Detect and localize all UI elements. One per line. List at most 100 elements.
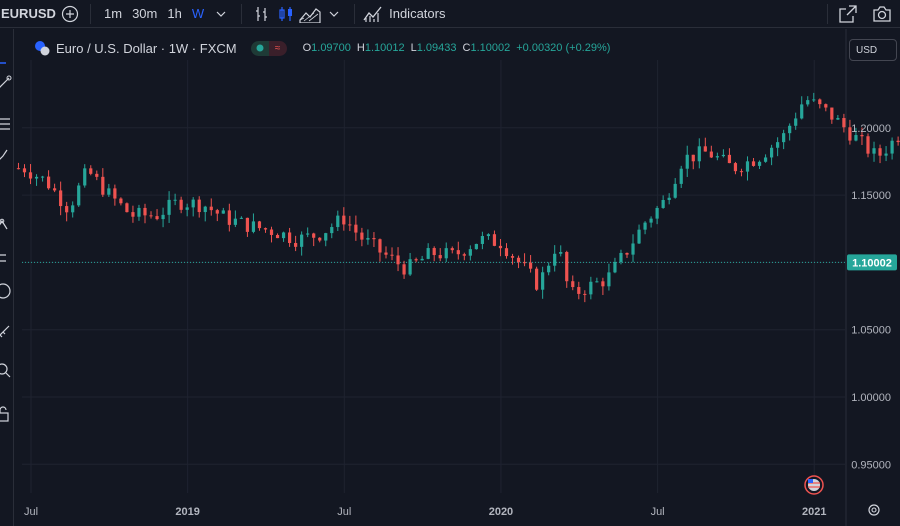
symbol-title[interactable]: Euro / U.S. Dollar · 1W · FXCM bbox=[56, 40, 237, 56]
compare-add-icon[interactable] bbox=[58, 2, 82, 26]
candle bbox=[697, 138, 701, 169]
candle bbox=[854, 127, 858, 142]
candles-style-icon[interactable] bbox=[274, 2, 298, 26]
candle bbox=[71, 201, 75, 218]
candle bbox=[782, 129, 786, 150]
cursor-tool-icon[interactable] bbox=[0, 51, 12, 69]
price-tick-label: 1.15000 bbox=[851, 190, 891, 202]
price-tick-label: 0.95000 bbox=[851, 459, 891, 471]
candle bbox=[480, 231, 484, 250]
candle bbox=[251, 213, 256, 234]
candle bbox=[113, 184, 117, 206]
open-value: 1.09700 bbox=[311, 42, 351, 54]
publish-icon[interactable] bbox=[836, 2, 860, 26]
candle bbox=[498, 239, 503, 257]
trend-line-tool-icon[interactable] bbox=[0, 75, 12, 93]
candle bbox=[227, 203, 231, 232]
candle bbox=[788, 123, 792, 141]
candle bbox=[101, 168, 105, 197]
market-open-icon[interactable] bbox=[250, 40, 269, 56]
candle bbox=[34, 174, 39, 186]
candle bbox=[330, 223, 334, 239]
price-tick-label: 1.05000 bbox=[851, 325, 891, 337]
candle bbox=[348, 215, 352, 232]
candle bbox=[673, 178, 677, 199]
candle bbox=[125, 202, 129, 213]
candle bbox=[727, 148, 732, 164]
candle bbox=[637, 224, 641, 244]
emoji-tool-icon[interactable] bbox=[0, 282, 12, 300]
candle bbox=[589, 276, 593, 300]
candle bbox=[528, 255, 533, 273]
candle bbox=[571, 275, 575, 291]
candle bbox=[607, 263, 611, 291]
delayed-data-icon[interactable]: ≈ bbox=[268, 40, 287, 56]
candle bbox=[595, 277, 599, 283]
candle bbox=[649, 216, 653, 228]
candle bbox=[896, 136, 900, 146]
candle bbox=[776, 137, 780, 157]
candle bbox=[559, 245, 563, 257]
chart-style-dropdown-chevron-icon[interactable] bbox=[322, 2, 346, 26]
chart-settings-icon[interactable] bbox=[868, 504, 880, 516]
candle bbox=[275, 233, 280, 239]
candle bbox=[486, 233, 491, 240]
symbol-search[interactable]: EURUSD bbox=[1, 6, 56, 21]
candle bbox=[203, 205, 207, 222]
interval-1m[interactable]: 1m bbox=[104, 6, 123, 21]
candle bbox=[806, 96, 810, 107]
lock-tool-icon[interactable] bbox=[0, 405, 12, 423]
candle bbox=[510, 253, 515, 265]
ruler-tool-icon[interactable] bbox=[0, 323, 12, 341]
candles bbox=[16, 92, 900, 303]
candle bbox=[462, 252, 466, 261]
toolbar-divider bbox=[354, 3, 356, 24]
flag-us-icon[interactable] bbox=[804, 475, 824, 495]
candle bbox=[324, 232, 328, 247]
currency-selector[interactable]: USD bbox=[849, 39, 897, 61]
interval-w[interactable]: W bbox=[191, 6, 205, 21]
pattern-tool-icon[interactable] bbox=[0, 215, 12, 233]
candle bbox=[522, 253, 527, 267]
candle bbox=[300, 231, 304, 256]
area-style-icon[interactable] bbox=[298, 2, 322, 26]
candle bbox=[643, 221, 647, 235]
last-price-label-group: 1.10002 bbox=[847, 254, 897, 271]
candle bbox=[95, 170, 99, 181]
candle bbox=[824, 103, 828, 112]
interval-30m[interactable]: 30m bbox=[132, 6, 158, 21]
indicators-button[interactable]: Indicators bbox=[363, 5, 445, 23]
candle bbox=[492, 230, 497, 247]
candle bbox=[703, 137, 707, 152]
high-label: H bbox=[356, 42, 365, 54]
candle bbox=[390, 247, 394, 261]
brush-tool-icon[interactable] bbox=[0, 147, 12, 165]
fib-tool-icon[interactable] bbox=[0, 115, 12, 133]
bar-style-icon[interactable] bbox=[250, 2, 274, 26]
close-label: C bbox=[462, 42, 471, 54]
candle bbox=[456, 241, 460, 260]
last-price-tag bbox=[847, 254, 897, 271]
candle bbox=[83, 164, 87, 188]
zoom-tool-icon[interactable] bbox=[0, 361, 12, 379]
candle bbox=[884, 146, 888, 162]
candle bbox=[866, 133, 870, 158]
measure-tool-icon[interactable] bbox=[0, 249, 12, 267]
interval-1h[interactable]: 1h bbox=[167, 6, 182, 21]
price-chart[interactable]: 0.950001.000001.050001.100001.150001.200… bbox=[15, 29, 900, 526]
time-tick-label: 2019 bbox=[175, 506, 199, 518]
candle bbox=[16, 162, 21, 170]
candle bbox=[119, 197, 123, 206]
candle bbox=[77, 182, 81, 207]
candle bbox=[312, 232, 316, 247]
candle bbox=[28, 164, 33, 185]
candle bbox=[890, 137, 894, 160]
currency-label: USD bbox=[856, 44, 878, 56]
candle bbox=[59, 181, 63, 216]
candle bbox=[46, 170, 51, 190]
interval-dropdown-chevron-icon[interactable] bbox=[209, 2, 233, 26]
candle bbox=[197, 196, 201, 218]
camera-icon[interactable] bbox=[870, 2, 894, 26]
candle bbox=[161, 207, 165, 228]
open-label: O bbox=[302, 42, 312, 54]
